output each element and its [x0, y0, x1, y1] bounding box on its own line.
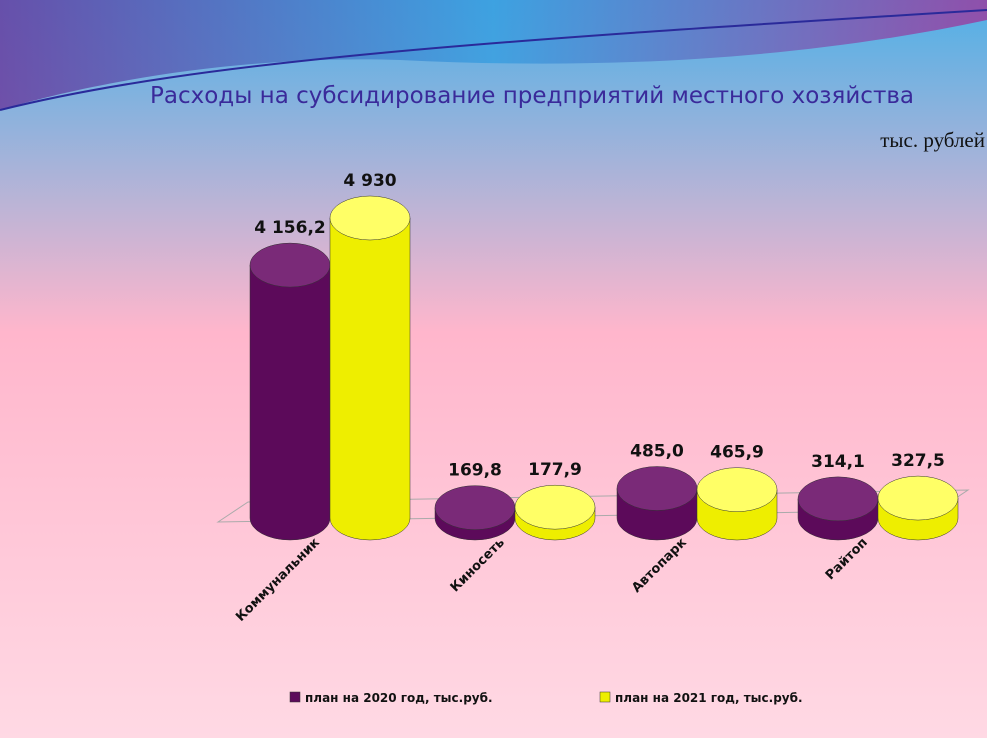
cylinder-top [514, 484, 596, 530]
value-label: 314,1 [811, 452, 865, 472]
cylinder [616, 466, 698, 541]
legend-swatch [289, 691, 301, 703]
legend-swatch [599, 691, 611, 703]
cylinder-top [434, 485, 516, 530]
chart-title: Расходы на субсидирование предприятий ме… [150, 83, 914, 109]
value-label: 4 156,2 [254, 218, 326, 238]
decor-line [0, 9, 987, 111]
value-label: 485,0 [630, 441, 684, 461]
value-label: 465,9 [710, 443, 764, 463]
cylinder [434, 485, 516, 541]
legend-label: план на 2021 год, тыс.руб. [615, 691, 803, 705]
value-label: 4 930 [343, 171, 396, 191]
cylinder-top [877, 475, 959, 521]
cylinder-top [616, 466, 698, 511]
value-label: 177,9 [528, 460, 582, 480]
cylinder [797, 476, 879, 541]
cylinder-body [329, 217, 411, 541]
cylinder-top [797, 476, 879, 522]
cylinder [877, 475, 959, 541]
cylinder-top [249, 242, 331, 288]
unit-label: тыс. рублей [880, 128, 985, 152]
cylinder-top [696, 467, 778, 512]
value-label: 327,5 [891, 451, 945, 471]
cylinder [249, 242, 331, 541]
legend-label: план на 2020 год, тыс.руб. [305, 691, 493, 705]
cylinder [329, 195, 411, 541]
cylinder-body [249, 264, 331, 541]
decor-swoosh [0, 0, 987, 110]
cylinder [696, 467, 778, 541]
cylinder [514, 484, 596, 541]
value-label: 169,8 [448, 461, 502, 481]
cylinder-top [329, 195, 411, 241]
